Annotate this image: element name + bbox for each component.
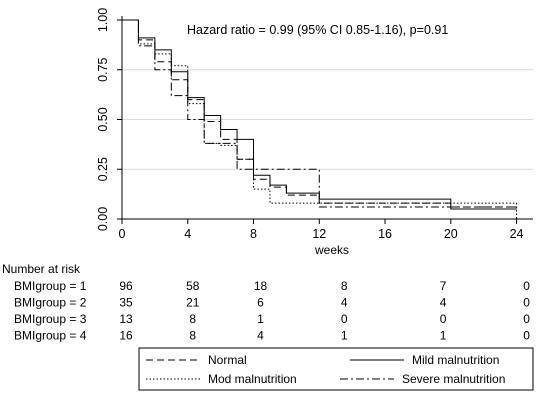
risk-cell: 4 [257, 329, 264, 343]
risk-cell: 1 [257, 312, 264, 326]
risk-row-label: BMIgroup = 3 [14, 312, 87, 326]
x-tick-label: 0 [119, 227, 126, 241]
risk-cell: 0 [341, 312, 348, 326]
risk-cell: 1 [341, 329, 348, 343]
risk-cell: 0 [523, 312, 530, 326]
hazard-ratio-annotation: Hazard ratio = 0.99 (95% CI 0.85-1.16), … [187, 23, 448, 37]
x-tick-label: 8 [250, 227, 257, 241]
y-tick-label: 0.25 [96, 157, 110, 181]
risk-cell: 18 [254, 279, 268, 293]
y-tick-label: 0.75 [96, 58, 110, 82]
risk-cell: 35 [119, 296, 133, 310]
risk-cell: 0 [523, 279, 530, 293]
x-tick-label: 4 [184, 227, 191, 241]
legend-label: Normal [208, 353, 247, 367]
x-ticks: 0 4 8 12 16 20 24 [119, 219, 524, 241]
risk-cell: 21 [186, 296, 200, 310]
legend-box [138, 347, 534, 391]
risk-cell: 0 [523, 296, 530, 310]
risk-cell: 8 [341, 279, 348, 293]
x-tick-label: 16 [378, 227, 392, 241]
risk-cell: 4 [440, 296, 447, 310]
risk-cell: 8 [189, 312, 196, 326]
legend-label: Mod malnutrition [208, 372, 297, 386]
risk-cell: 8 [189, 329, 196, 343]
grid-layer [122, 69, 533, 170]
risk-cell: 13 [119, 312, 133, 326]
axis-layer [121, 16, 533, 220]
risk-row-label: BMIgroup = 2 [14, 296, 87, 310]
risk-cell: 6 [257, 296, 264, 310]
risk-row-label: BMIgroup = 1 [14, 279, 87, 293]
risk-cell: 0 [523, 329, 530, 343]
series-layer [122, 19, 518, 219]
risk-cell: 7 [440, 279, 447, 293]
risk-row-label: BMIgroup = 4 [14, 329, 87, 343]
risk-table-title: Number at risk [2, 262, 81, 276]
y-tick-label: 1.00 [96, 8, 110, 32]
legend-label: Mild malnutrition [412, 353, 499, 367]
x-tick-label: 12 [312, 227, 326, 241]
risk-cell: 58 [186, 279, 200, 293]
risk-table: Number at risk BMIgroup = 1 96 58 18 8 7 0BMIg… [2, 262, 530, 343]
risk-cell: 4 [341, 296, 348, 310]
legend-label: Severe malnutrition [402, 372, 505, 386]
legend: Normal Mild malnutrition Mod malnutrition S… [138, 347, 534, 391]
risk-cell: 1 [440, 329, 447, 343]
y-tick-label: 0.50 [96, 107, 110, 131]
x-tick-label: 24 [510, 227, 524, 241]
x-axis-label: weeks [314, 243, 349, 257]
km-curve-severe-malnutrition [122, 19, 517, 208]
x-tick-label: 20 [444, 227, 458, 241]
risk-cell: 16 [119, 329, 133, 343]
risk-cell: 0 [440, 312, 447, 326]
y-ticks: 0.00 0.25 0.50 0.75 1.00 [96, 8, 122, 231]
y-tick-label: 0.00 [96, 207, 110, 231]
km-curve-mild-malnutrition [122, 19, 517, 210]
km-curve-mod-malnutrition [122, 19, 518, 219]
risk-cell: 96 [119, 279, 133, 293]
